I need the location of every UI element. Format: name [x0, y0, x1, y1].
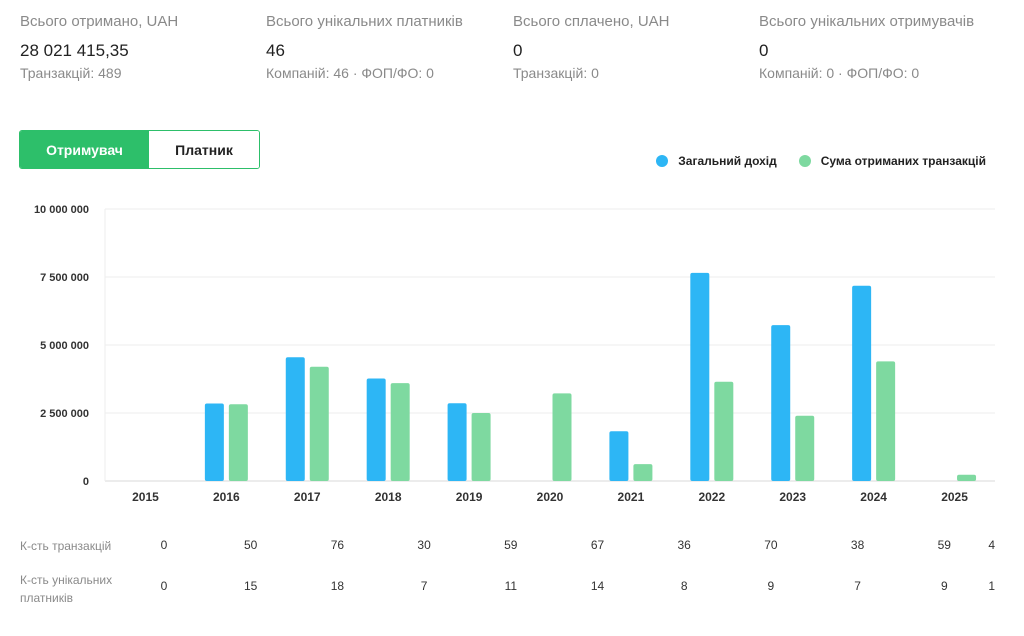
x-tick-label: 2024	[860, 490, 887, 504]
bar-transactions[interactable]	[876, 361, 896, 481]
x-tick-label: 2023	[779, 490, 806, 504]
table-cell: 1	[988, 579, 995, 593]
table-cell: 0	[160, 579, 168, 593]
table-cell: 11	[504, 579, 518, 593]
legend-item-income[interactable]: Загальний дохід	[656, 154, 777, 168]
table-cell: 67	[590, 538, 605, 552]
y-tick-label: 2 500 000	[40, 408, 89, 420]
table-cell: 38	[850, 538, 865, 552]
legend-dot-icon	[656, 155, 669, 167]
role-toggle: Отримувач Платник	[19, 130, 260, 169]
toggle-payer-button[interactable]: Платник	[149, 131, 259, 168]
stat-sub: Компаній: 0 · ФОП/ФО: 0	[759, 65, 920, 81]
y-tick-label: 7 500 000	[40, 272, 89, 284]
stat-label: Всього сплачено, UAH	[513, 13, 670, 30]
x-tick-label: 2025	[941, 490, 968, 504]
x-tick-label: 2018	[375, 490, 402, 504]
chart-legend: Загальний дохід Сума отриманих транзакці…	[656, 154, 986, 168]
y-tick-label: 10 000 000	[34, 204, 89, 216]
toggle-recipient-button[interactable]: Отримувач	[20, 131, 149, 168]
x-tick-label: 2022	[698, 490, 725, 504]
x-tick-label: 2021	[618, 490, 645, 504]
stat-sub: Транзакцій: 0	[513, 65, 599, 81]
bar-transactions[interactable]	[957, 474, 977, 481]
x-tick-label: 2020	[537, 490, 564, 504]
table-cell: 76	[330, 538, 345, 552]
stat-sub: Транзакцій: 489	[20, 65, 122, 81]
table-row-label-transactions: К-сть транзакцій	[20, 539, 112, 553]
stat-value: 28 021 415,35	[20, 41, 129, 60]
stat-unique-recipients: Всього унікальних отримувачів 0 Компаній…	[759, 12, 999, 82]
stat-label: Всього унікальних платників	[266, 13, 463, 30]
table-cell: 59	[937, 538, 951, 552]
bar-income[interactable]	[366, 378, 386, 481]
x-tick-label: 2017	[294, 490, 321, 504]
table-row-label-unique-payers: К-сть унікальних платників	[20, 573, 113, 605]
table-cell: 70	[764, 538, 778, 552]
legend-label: Загальний дохід	[678, 154, 777, 168]
table-cell: 7	[854, 579, 861, 593]
bar-transactions[interactable]	[714, 381, 734, 481]
table-cell: 8	[680, 579, 688, 593]
bar-chart: 0 2 500 000 5 000 000 7 500 000 10 000 000 20…	[34, 204, 995, 504]
bar-income[interactable]	[285, 357, 305, 481]
bar-transactions[interactable]	[390, 383, 410, 481]
table-cell: 36	[677, 538, 691, 552]
bar-income[interactable]	[771, 325, 791, 481]
table-cell: 18	[330, 579, 345, 593]
bar-transactions[interactable]	[471, 413, 491, 481]
table-cell: 0	[160, 538, 168, 552]
table-cell: 15	[244, 579, 258, 593]
table-cell: 50	[244, 538, 258, 552]
table-cell: 4	[988, 538, 995, 552]
bar-transactions[interactable]	[228, 404, 248, 481]
table-cell: 59	[504, 538, 518, 552]
table-cell: 14	[590, 579, 605, 593]
stat-value: 0	[513, 41, 523, 60]
legend-label: Сума отриманих транзакцій	[820, 154, 986, 168]
stat-unique-payers: Всього унікальних платників 46 Компаній:…	[266, 12, 506, 82]
stat-total-received: Всього отримано, UAH 28 021 415,35 Транз…	[20, 12, 260, 82]
stat-value: 46	[266, 41, 285, 60]
x-tick-label: 2015	[132, 490, 159, 504]
legend-item-transactions[interactable]: Сума отриманих транзакцій	[798, 154, 986, 168]
bar-income[interactable]	[690, 272, 710, 481]
stat-label: Всього отримано, UAH	[20, 13, 179, 30]
x-tick-label: 2019	[456, 490, 483, 504]
y-tick-label: 0	[83, 476, 89, 488]
table-cell: 9	[767, 579, 775, 593]
bar-income[interactable]	[609, 431, 629, 481]
stat-value: 0	[759, 41, 769, 60]
bar-transactions[interactable]	[795, 415, 815, 481]
stat-sub: Компаній: 46 · ФОП/ФО: 0	[266, 65, 434, 81]
bar-income[interactable]	[447, 403, 467, 481]
stat-total-paid: Всього сплачено, UAH 0 Транзакцій: 0	[513, 12, 753, 82]
stat-label: Всього унікальних отримувачів	[759, 13, 975, 30]
bar-transactions[interactable]	[309, 366, 329, 481]
bar-transactions[interactable]	[552, 393, 572, 481]
bar-transactions[interactable]	[633, 464, 653, 481]
legend-dot-icon	[798, 155, 811, 167]
table-cell: 7	[420, 579, 428, 593]
y-tick-label: 5 000 000	[40, 340, 89, 352]
bar-income[interactable]	[204, 403, 224, 481]
x-tick-label: 2016	[213, 490, 240, 504]
table-cell: 9	[940, 579, 948, 593]
bar-income[interactable]	[852, 285, 872, 481]
table-cell: 30	[417, 538, 431, 552]
summary-stats: Всього отримано, UAH 28 021 415,35 Транз…	[20, 12, 1024, 92]
